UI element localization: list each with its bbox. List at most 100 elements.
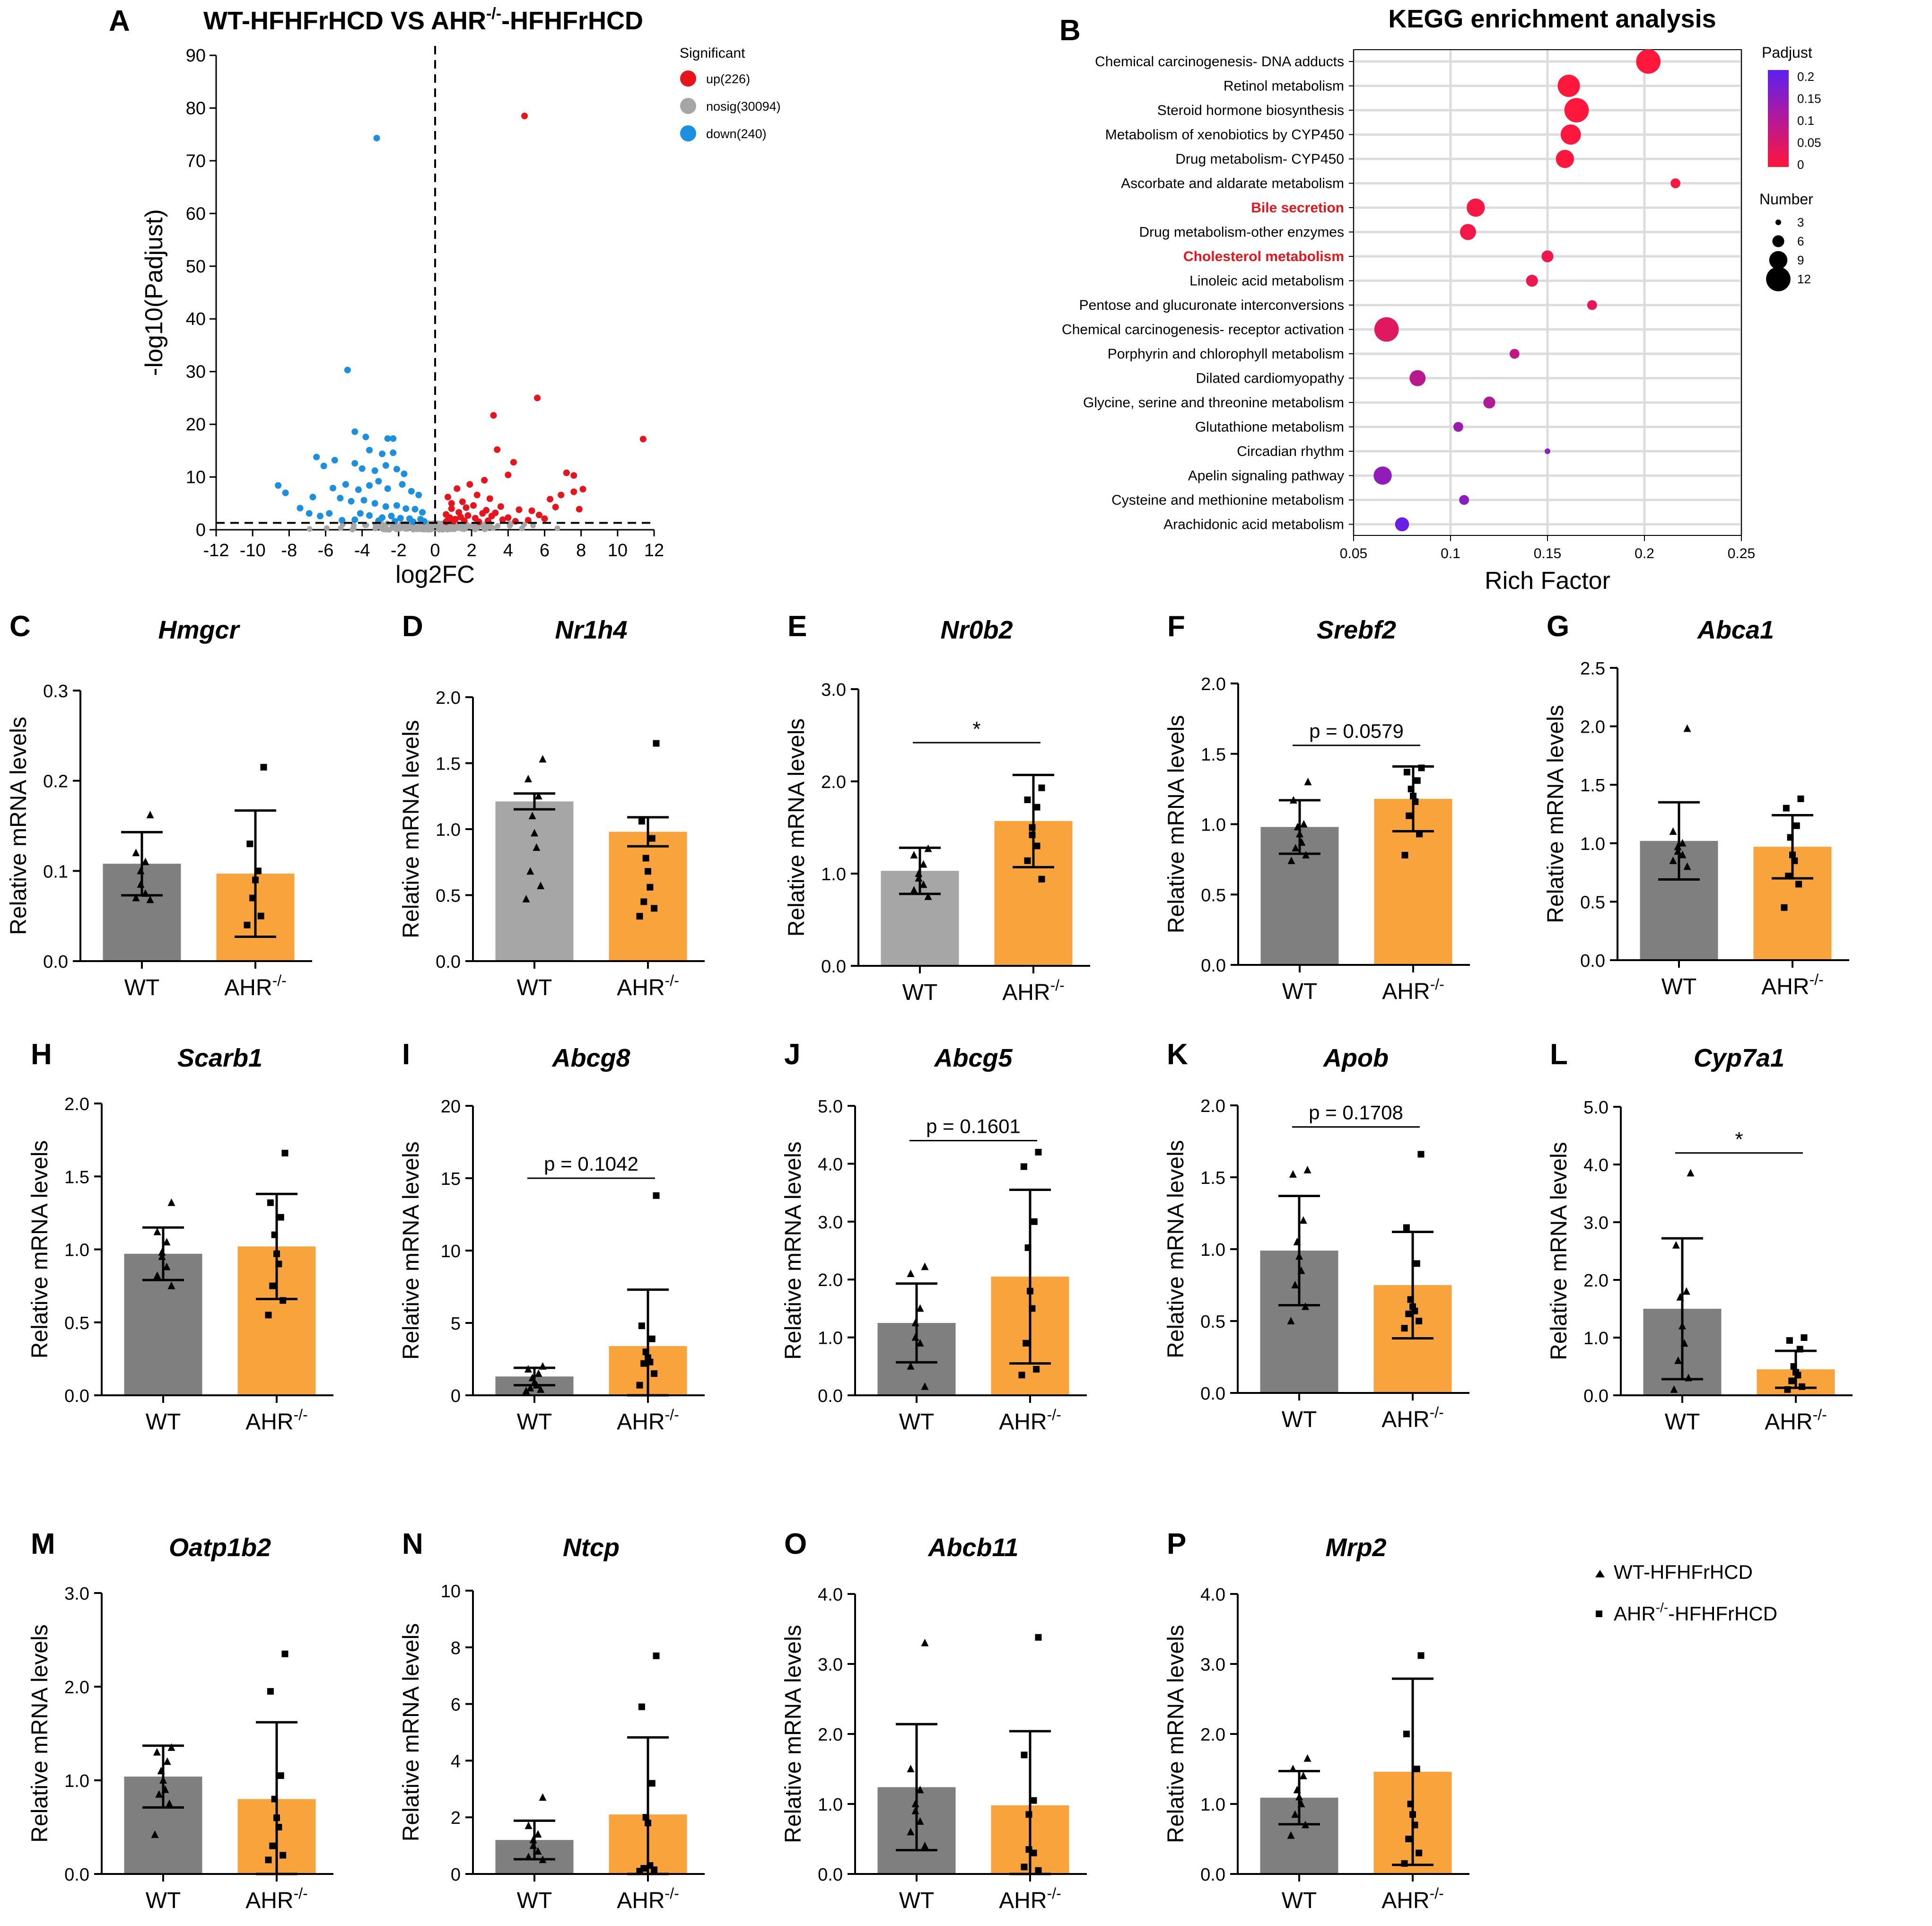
significance-star: * bbox=[1735, 1128, 1743, 1151]
volcano-point-nosig bbox=[404, 526, 411, 532]
data-point-ahr bbox=[1793, 822, 1800, 829]
panel-label-d: D bbox=[402, 610, 423, 643]
volcano-title-part: WT-HFHFrHCD VS AHR bbox=[203, 7, 486, 35]
kegg-padjust-tick-label: 0.05 bbox=[1797, 136, 1821, 150]
volcano-point-up bbox=[445, 493, 452, 500]
volcano-point-down bbox=[415, 491, 422, 499]
volcano-point-up bbox=[570, 472, 577, 479]
volcano-point-up bbox=[470, 502, 477, 509]
bar-ahr bbox=[609, 832, 687, 961]
kegg-pathway-label: Dilated cardiomyopathy bbox=[1196, 371, 1345, 386]
volcano-y-tick-label: 0 bbox=[196, 520, 206, 540]
x-category-base: WT bbox=[1661, 974, 1697, 999]
data-point-ahr bbox=[1024, 857, 1031, 864]
y-tick-label: 1.5 bbox=[1201, 745, 1226, 765]
y-tick-label: 1.5 bbox=[436, 754, 461, 774]
volcano-point-up bbox=[450, 518, 457, 525]
volcano-y-label: -log10(Padjust) bbox=[140, 209, 168, 376]
volcano-point-down bbox=[329, 484, 336, 491]
volcano-x-tick-label: 12 bbox=[644, 541, 664, 560]
data-point-wt bbox=[534, 1830, 542, 1838]
x-category-label: WT bbox=[1282, 979, 1318, 1004]
data-point-ahr bbox=[1035, 1634, 1042, 1641]
kegg-x-tick-label: 0.25 bbox=[1728, 546, 1755, 561]
data-point-ahr bbox=[1020, 1163, 1027, 1170]
data-point-wt bbox=[921, 1841, 929, 1849]
data-point-ahr bbox=[1801, 1334, 1808, 1341]
volcano-point-down bbox=[362, 433, 369, 440]
x-category-label: WT bbox=[517, 1409, 552, 1435]
data-point-wt bbox=[1674, 1356, 1682, 1364]
volcano-point-nosig bbox=[306, 526, 313, 532]
y-axis-label: Relative mRNA levels bbox=[399, 1623, 424, 1841]
volcano-point-down bbox=[342, 481, 349, 488]
volcano-point-up bbox=[466, 481, 473, 488]
y-tick-label: 2.0 bbox=[818, 1270, 843, 1290]
volcano-x-tick-label: 4 bbox=[503, 541, 513, 560]
legend-ahr-suffix: -HFHFrHCD bbox=[1668, 1602, 1777, 1625]
volcano-legend-title: Significant bbox=[680, 45, 745, 61]
volcano-point-nosig bbox=[446, 524, 452, 530]
data-point-ahr bbox=[1031, 1218, 1038, 1225]
volcano-point-up bbox=[639, 436, 647, 443]
y-tick-label: 0.0 bbox=[1200, 1865, 1225, 1885]
kegg-enrichment-panel: B KEGG enrichment analysis 0.05 0.1 0.15 0.2 0… bbox=[1059, 5, 1821, 595]
volcano-point-down bbox=[351, 516, 358, 523]
volcano-point-up bbox=[459, 498, 466, 505]
volcano-point-nosig bbox=[466, 523, 472, 529]
kegg-point bbox=[1670, 178, 1681, 188]
data-point-wt bbox=[132, 893, 140, 902]
volcano-point-down bbox=[373, 134, 380, 141]
volcano-point-down bbox=[366, 512, 373, 519]
data-point-ahr bbox=[1406, 812, 1413, 819]
data-point-wt bbox=[528, 812, 536, 820]
kegg-point bbox=[1459, 495, 1469, 505]
x-category-base: AHR bbox=[999, 1409, 1047, 1435]
data-point-ahr bbox=[651, 1370, 658, 1377]
data-point-wt bbox=[537, 881, 545, 889]
data-point-ahr bbox=[244, 921, 251, 928]
volcano-point-down bbox=[397, 515, 404, 522]
x-category-label: AHR-/- bbox=[617, 972, 679, 1000]
data-point-ahr bbox=[647, 884, 654, 891]
y-axis-label: Relative mRNA levels bbox=[6, 717, 31, 935]
volcano-point-up bbox=[497, 503, 504, 510]
volcano-x-tick-label: 10 bbox=[608, 541, 628, 560]
y-tick-label: 0.5 bbox=[1580, 893, 1605, 912]
data-point-wt bbox=[1287, 856, 1295, 864]
data-point-wt bbox=[1678, 850, 1687, 858]
volcano-legend-label: down(240) bbox=[706, 127, 767, 141]
data-point-ahr bbox=[1030, 1797, 1037, 1804]
y-tick-label: 4.0 bbox=[818, 1585, 843, 1605]
kegg-padjust-tick-label: 0.1 bbox=[1797, 114, 1814, 128]
x-category-label: WT bbox=[517, 1888, 552, 1913]
bar-panel-d: D Nr1h4 Relative mRNA levels 0.0 0.5 1.0 1.5 2.… bbox=[399, 610, 705, 1000]
volcano-point-down bbox=[357, 510, 364, 517]
volcano-y-tick-label: 70 bbox=[186, 151, 206, 171]
data-point-wt bbox=[141, 858, 149, 866]
x-category-label: WT bbox=[902, 980, 938, 1005]
volcano-point-nosig bbox=[554, 525, 560, 531]
panel-label-j: J bbox=[784, 1038, 800, 1071]
kegg-point bbox=[1483, 396, 1495, 409]
panel-label-h: H bbox=[31, 1038, 52, 1071]
gene-title: Srebf2 bbox=[1317, 616, 1396, 644]
gene-title: Ntcp bbox=[563, 1533, 620, 1562]
data-point-wt bbox=[1292, 844, 1300, 852]
kegg-point bbox=[1395, 517, 1409, 532]
legend-ahr-marker bbox=[1596, 1611, 1602, 1617]
x-category-sup: -/- bbox=[1430, 976, 1444, 993]
x-category-label: AHR-/- bbox=[1761, 971, 1824, 999]
gene-title: Abca1 bbox=[1696, 616, 1774, 644]
volcano-point-down bbox=[326, 510, 333, 517]
x-category-sup: -/- bbox=[665, 1885, 679, 1902]
kegg-point bbox=[1374, 317, 1399, 342]
y-tick-label: 2.0 bbox=[818, 1725, 843, 1745]
data-point-wt bbox=[1299, 1216, 1307, 1224]
kegg-pathway-label: Ascorbate and aldarate metabolism bbox=[1121, 176, 1344, 192]
kegg-pathway-label: Chemical carcinogenesis- DNA adducts bbox=[1095, 54, 1344, 70]
bar-panel-c: C Hmgcr Relative mRNA levels 0.0 0.1 0.2 0.3 WT… bbox=[6, 610, 312, 1000]
x-category-base: AHR bbox=[245, 1888, 293, 1913]
gene-title: Abcg5 bbox=[933, 1044, 1013, 1072]
